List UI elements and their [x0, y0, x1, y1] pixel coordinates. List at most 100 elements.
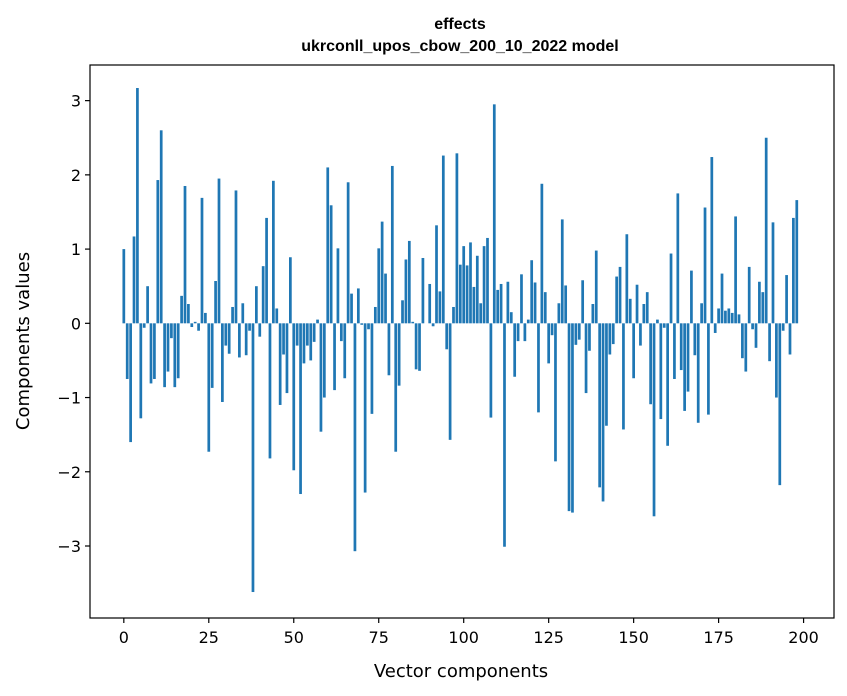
bar [132, 236, 136, 324]
bar [577, 323, 581, 340]
bar [316, 319, 319, 324]
bar [401, 300, 404, 324]
x-tick-label: 100 [448, 628, 479, 647]
bar [187, 304, 190, 324]
bar [204, 312, 207, 324]
bar [146, 286, 149, 324]
bar [615, 276, 619, 324]
bar [479, 303, 483, 324]
bar [540, 183, 544, 324]
bar [775, 323, 778, 398]
bar [516, 323, 520, 342]
bar [727, 308, 731, 324]
bar [251, 323, 255, 593]
bar [370, 323, 374, 414]
bar [530, 260, 534, 324]
bar [639, 323, 642, 346]
bar [248, 323, 251, 331]
bar [299, 323, 302, 495]
bar [214, 281, 217, 324]
bar [693, 323, 697, 356]
bar [605, 323, 608, 426]
bar [506, 281, 510, 324]
bar [710, 157, 714, 324]
bar [744, 323, 748, 372]
bar [584, 323, 588, 394]
bar [537, 323, 540, 413]
bar [438, 291, 442, 324]
bar [513, 323, 517, 377]
x-tick-label: 200 [788, 628, 819, 647]
bar [346, 182, 350, 324]
bar [404, 259, 408, 324]
bar [139, 323, 143, 419]
x-tick-label: 50 [284, 628, 304, 647]
bar [792, 217, 795, 324]
bar [771, 222, 775, 324]
bar [234, 190, 238, 324]
x-tick-label: 125 [533, 628, 564, 647]
bar [180, 295, 183, 324]
bar [163, 323, 166, 388]
bar [255, 286, 258, 324]
x-tick-label: 0 [119, 628, 129, 647]
bar [564, 285, 568, 324]
bar [730, 312, 734, 324]
bar [666, 323, 669, 446]
bar [193, 321, 197, 324]
bar [574, 323, 578, 345]
bar [217, 178, 221, 324]
bar [261, 266, 265, 324]
bar [696, 323, 700, 423]
y-tick-label: 0 [71, 314, 81, 333]
bar [445, 323, 449, 350]
bar [241, 303, 245, 324]
y-tick-label: −3 [57, 537, 81, 556]
x-tick-label: 175 [703, 628, 734, 647]
bar [333, 323, 336, 391]
x-axis-ticks: 0 25 50 75 100 125 150 175 200 [119, 618, 819, 647]
y-tick-label: 1 [71, 240, 81, 259]
bar [350, 293, 353, 324]
bar [761, 292, 765, 324]
bar [781, 323, 785, 331]
bar [509, 312, 513, 324]
bar [367, 323, 370, 330]
bar [649, 323, 652, 405]
bar [258, 323, 262, 337]
bar [676, 193, 680, 324]
bar [125, 323, 129, 379]
bar [601, 323, 605, 502]
bar [543, 292, 547, 324]
x-tick-label: 25 [199, 628, 219, 647]
bar [747, 266, 751, 324]
bar [377, 248, 381, 324]
bar [588, 323, 591, 351]
bar [472, 286, 476, 324]
bar [394, 323, 398, 452]
bar [591, 304, 595, 324]
bar [581, 280, 585, 324]
bar [244, 323, 248, 356]
chart-title-line1: effects [434, 16, 486, 33]
bar [560, 219, 564, 324]
bar [659, 323, 663, 420]
y-tick-label: 3 [71, 92, 81, 111]
bar [662, 323, 666, 328]
bar [142, 323, 146, 328]
bar [764, 137, 768, 324]
bar [390, 165, 394, 324]
bar [190, 323, 194, 328]
bar [737, 314, 741, 324]
bar [353, 323, 357, 552]
bar [265, 217, 268, 324]
bar [414, 323, 418, 370]
bar [734, 216, 737, 324]
chart-title-line2: ukrconll_upos_cbow_200_10_2022 model [301, 38, 618, 55]
bar [197, 323, 200, 331]
bar [598, 323, 602, 488]
bar [136, 88, 139, 324]
bar [380, 221, 384, 324]
bar [669, 253, 673, 324]
bar [384, 273, 387, 324]
